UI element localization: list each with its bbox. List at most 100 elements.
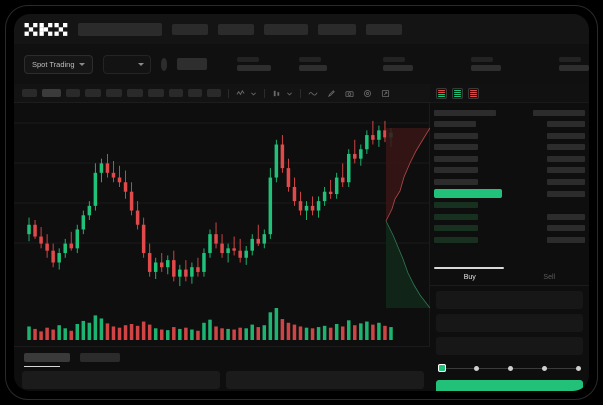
- search-input[interactable]: [78, 22, 162, 36]
- market-type-label: Spot Trading: [32, 59, 75, 69]
- book-mode-asks-icon[interactable]: [468, 87, 479, 99]
- stat-label: [237, 57, 259, 62]
- orders-content: [22, 371, 424, 389]
- stat-label: [559, 57, 581, 62]
- pair-name-placeholder: [177, 58, 207, 70]
- market-stat-1: [299, 57, 327, 71]
- percent-slider[interactable]: [438, 364, 581, 373]
- order-book-mode-switcher: [430, 84, 589, 103]
- active-tab-underline: [434, 267, 504, 269]
- slider-stop-50[interactable]: [508, 365, 514, 371]
- drawing-pencil-icon[interactable]: [327, 89, 336, 98]
- order-book-bid-row[interactable]: [434, 236, 585, 245]
- chevron-down-icon: [137, 62, 144, 66]
- line-chart-icon[interactable]: [308, 89, 318, 98]
- orders-tab-1[interactable]: [80, 353, 120, 362]
- order-book-ask-row[interactable]: [434, 166, 585, 175]
- fullscreen-icon[interactable]: [381, 89, 390, 98]
- order-entry-form: Buy Sell: [430, 267, 589, 391]
- orders-tab-0[interactable]: [24, 353, 70, 362]
- order-book-bid-row[interactable]: [434, 201, 585, 210]
- trading-pair-select[interactable]: [102, 54, 151, 74]
- stat-value: [237, 65, 271, 71]
- buy-sell-tabs: Buy Sell: [430, 267, 589, 286]
- timeframe-0[interactable]: [22, 89, 37, 97]
- market-stat-2: [383, 57, 413, 71]
- indicator-dropdown-icon[interactable]: [236, 89, 245, 98]
- slider-stop-100[interactable]: [575, 365, 581, 371]
- snapshot-camera-icon[interactable]: [345, 89, 354, 98]
- device-frame: Spot Trading: [6, 6, 597, 399]
- chevron-down-icon[interactable]: [286, 90, 293, 97]
- coin-avatar: [160, 57, 168, 71]
- order-book-bid-row[interactable]: [434, 212, 585, 221]
- nav-item-4[interactable]: [366, 23, 402, 35]
- stat-value: [471, 65, 501, 71]
- active-tab-underline: [24, 366, 60, 368]
- order-book-ask-row[interactable]: [434, 120, 585, 129]
- market-stat-0: [237, 57, 271, 71]
- market-stat-3: [471, 57, 501, 71]
- amount-field[interactable]: [436, 314, 583, 332]
- timeframe-3[interactable]: [85, 89, 101, 97]
- market-header: Spot Trading: [14, 44, 589, 84]
- timeframe-8[interactable]: [188, 89, 202, 97]
- tab-sell[interactable]: Sell: [543, 273, 556, 281]
- stat-label: [299, 57, 321, 62]
- stat-label: [471, 57, 493, 62]
- nav-item-2[interactable]: [264, 23, 308, 35]
- slider-stop-75[interactable]: [542, 365, 548, 371]
- order-book-ask-row[interactable]: [434, 154, 585, 163]
- volume-series: [27, 308, 393, 340]
- tab-buy[interactable]: Buy: [463, 273, 476, 281]
- candle-series: [27, 120, 393, 287]
- okx-logo[interactable]: [24, 22, 68, 36]
- timeframe-2[interactable]: [66, 89, 80, 97]
- timeframe-7[interactable]: [169, 89, 183, 97]
- timeframe-6[interactable]: [148, 89, 164, 97]
- order-book-last-price[interactable]: [434, 189, 585, 199]
- toolbar-divider: [228, 88, 229, 98]
- stat-value: [383, 65, 413, 71]
- order-book-ask-row[interactable]: [434, 131, 585, 140]
- total-field[interactable]: [436, 337, 583, 355]
- timeframe-5[interactable]: [127, 89, 143, 97]
- order-book-ask-row[interactable]: [434, 143, 585, 152]
- order-book-header: [434, 108, 585, 117]
- toolbar-divider: [264, 88, 265, 98]
- slider-stop-25[interactable]: [473, 365, 479, 371]
- chevron-down-icon[interactable]: [250, 90, 257, 97]
- price-field[interactable]: [436, 291, 583, 309]
- nav-item-3[interactable]: [318, 23, 356, 35]
- settings-gear-icon[interactable]: [363, 89, 372, 98]
- submit-order-button[interactable]: [436, 380, 583, 391]
- timeframe-1[interactable]: [42, 89, 61, 97]
- stat-value: [559, 65, 589, 71]
- timeframe-4[interactable]: [106, 89, 122, 97]
- app-screen: Spot Trading: [14, 14, 589, 391]
- stat-label: [383, 57, 405, 62]
- chart-toolbar: [14, 84, 430, 103]
- toolbar-divider: [300, 88, 301, 98]
- open-orders-panel: [14, 346, 430, 391]
- market-depth-overlay: [385, 127, 431, 309]
- orders-placeholder-1: [226, 371, 424, 389]
- market-stat-4: [559, 57, 589, 71]
- timeframe-9[interactable]: [207, 89, 221, 97]
- book-mode-both-icon[interactable]: [436, 87, 447, 99]
- orders-tabs: [14, 347, 430, 368]
- order-book-bid-row[interactable]: [434, 224, 585, 233]
- nav-item-1[interactable]: [218, 23, 254, 35]
- stat-value: [299, 65, 327, 71]
- top-navigation-bar: [14, 14, 589, 44]
- candlestick-chart[interactable]: [14, 103, 431, 346]
- chart-panel: [14, 84, 431, 346]
- order-book-ask-row[interactable]: [434, 178, 585, 187]
- nav-item-0[interactable]: [172, 23, 208, 35]
- book-mode-bids-icon[interactable]: [452, 87, 463, 99]
- chart-svg: [14, 120, 431, 340]
- market-type-select[interactable]: Spot Trading: [24, 54, 93, 74]
- slider-handle[interactable]: [438, 364, 446, 372]
- chart-type-icon[interactable]: [272, 89, 281, 98]
- order-book-rows[interactable]: [430, 103, 589, 245]
